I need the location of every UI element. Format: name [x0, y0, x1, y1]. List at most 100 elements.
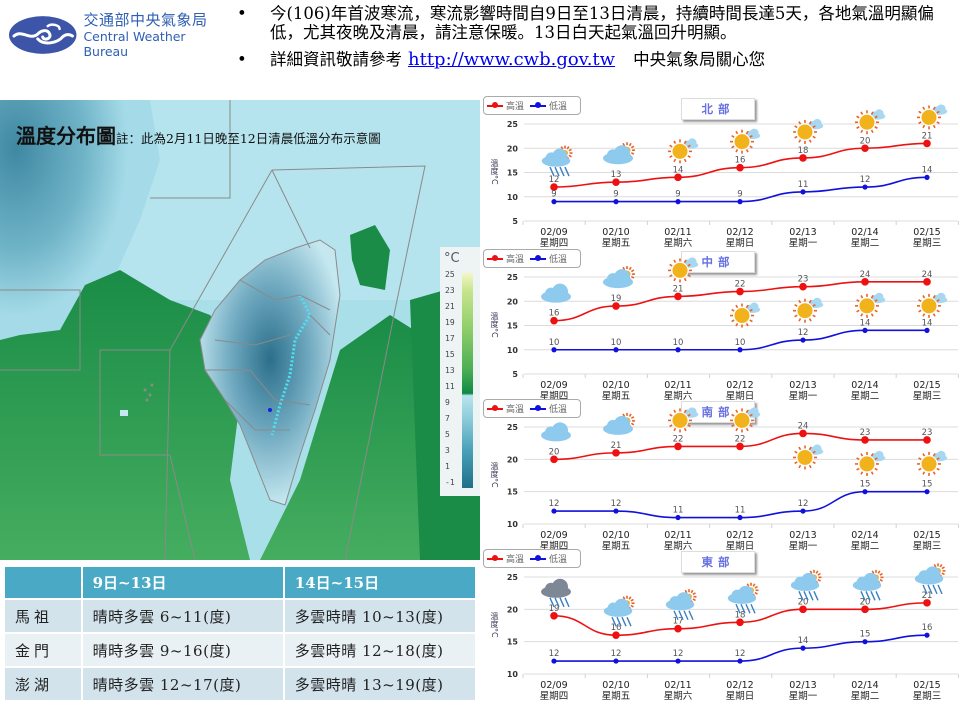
cwb-website-link[interactable]: http://www.cwb.gov.tw	[408, 49, 616, 70]
legend-label: 7	[445, 414, 450, 423]
low-temp-point[interactable]	[613, 658, 619, 664]
high-temp-point[interactable]	[550, 612, 558, 620]
legend-color-ramp	[462, 273, 473, 488]
data-label: 10	[549, 338, 560, 348]
cloudy-partly-sunny-weather-icon	[603, 266, 635, 289]
low-temp-point[interactable]	[737, 658, 743, 664]
high-temp-point[interactable]	[674, 292, 682, 301]
legend-item-low[interactable]: 低溫	[530, 252, 567, 265]
legend-item-high[interactable]: 高溫	[487, 99, 524, 112]
high-temp-point[interactable]	[736, 618, 744, 627]
y-tick-label: 10	[507, 670, 519, 679]
low-temp-point[interactable]	[800, 189, 806, 195]
low-temp-point[interactable]	[737, 347, 743, 353]
low-temp-point[interactable]	[862, 639, 868, 645]
high-temp-point[interactable]	[612, 631, 620, 639]
high-temp-point[interactable]	[550, 183, 558, 191]
low-temp-point[interactable]	[551, 508, 557, 514]
high-temp-point[interactable]	[612, 302, 620, 310]
x-tick-date: 02/14	[851, 680, 878, 691]
cwb-logo[interactable]: 交通部中央氣象局 Central Weather Bureau	[8, 11, 233, 59]
data-label: 21	[611, 441, 622, 451]
data-label: 23	[860, 428, 871, 438]
data-label: 15	[860, 480, 871, 490]
x-tick-weekday: 星期六	[664, 540, 693, 550]
x-tick-date: 02/11	[664, 380, 691, 391]
high-temp-point[interactable]	[799, 605, 807, 614]
legend-item-low[interactable]: 低溫	[530, 99, 567, 112]
regional-forecast-charts: 高溫 低溫 北部 溫度°C 25 20 15 10 5 02/09 星期四 02/10 星期五 02/11…	[480, 95, 960, 720]
table-cell-period1: 晴時多雲 6~11(度)	[80, 598, 285, 634]
high-temp-point[interactable]	[799, 429, 807, 438]
high-temp-point[interactable]	[550, 316, 558, 325]
legend-label-high: 高溫	[506, 555, 525, 565]
low-temp-point[interactable]	[675, 347, 681, 353]
high-temp-point[interactable]	[861, 278, 869, 286]
high-temp-point[interactable]	[923, 278, 931, 286]
map-note: 註：此為2月11日晚至12日清晨低溫分布示意圖	[116, 131, 381, 146]
x-tick-weekday: 星期五	[602, 391, 631, 400]
low-temp-point[interactable]	[924, 632, 930, 638]
legend-label-high: 高溫	[506, 255, 525, 265]
high-temp-point[interactable]	[799, 154, 807, 162]
legend-item-high[interactable]: 高溫	[487, 552, 524, 565]
low-temp-point[interactable]	[551, 199, 557, 205]
low-temp-point[interactable]	[613, 508, 619, 514]
low-temp-point[interactable]	[924, 174, 930, 180]
temperature-color-legend: °C 25 23 21 19 17 15 13 11 9 7 5 3 1 -1	[440, 247, 480, 496]
low-temp-point[interactable]	[800, 337, 806, 343]
table-cell-location: 澎湖	[3, 666, 83, 702]
x-tick-date: 02/10	[602, 227, 629, 238]
low-temp-point[interactable]	[737, 514, 743, 521]
low-temp-point[interactable]	[613, 347, 619, 353]
high-temp-point[interactable]	[861, 605, 869, 614]
high-temp-point[interactable]	[674, 173, 682, 182]
x-tick-date: 02/15	[913, 680, 940, 691]
low-temp-point[interactable]	[862, 327, 868, 333]
low-temp-point[interactable]	[800, 508, 806, 514]
data-label: 12	[735, 649, 746, 659]
high-temp-point[interactable]	[736, 442, 744, 451]
legend-item-low[interactable]: 低溫	[530, 402, 567, 415]
high-temp-point[interactable]	[861, 144, 869, 153]
low-temp-point[interactable]	[924, 327, 930, 333]
low-temp-point[interactable]	[551, 347, 557, 353]
low-temp-point[interactable]	[675, 514, 681, 521]
high-temp-point[interactable]	[923, 436, 931, 444]
high-temp-point[interactable]	[736, 287, 744, 296]
data-label: 12	[549, 175, 560, 185]
low-temp-point[interactable]	[862, 489, 868, 495]
data-label: 22	[673, 434, 684, 444]
x-tick-date: 02/12	[726, 530, 753, 541]
low-temp-point[interactable]	[675, 658, 681, 664]
x-tick-weekday: 星期二	[851, 391, 880, 400]
high-temp-point[interactable]	[799, 282, 807, 291]
high-temp-point[interactable]	[612, 178, 620, 186]
low-temp-point[interactable]	[675, 199, 681, 205]
low-temp-point[interactable]	[737, 199, 743, 205]
high-temp-point[interactable]	[923, 139, 931, 148]
sunny-cloud-weather-icon	[855, 292, 886, 318]
legend-item-low[interactable]: 低溫	[530, 552, 567, 565]
low-temp-point[interactable]	[551, 658, 557, 664]
data-label: 10	[673, 338, 684, 348]
low-temp-point[interactable]	[924, 489, 930, 495]
low-temp-point[interactable]	[613, 199, 619, 205]
low-temp-point[interactable]	[800, 645, 806, 651]
low-temp-point[interactable]	[862, 184, 868, 190]
legend-item-high[interactable]: 高溫	[487, 252, 524, 265]
high-temp-point[interactable]	[861, 436, 869, 444]
high-temp-point[interactable]	[674, 442, 682, 451]
high-temp-point[interactable]	[674, 624, 682, 633]
legend-item-high[interactable]: 高溫	[487, 402, 524, 415]
high-temp-point[interactable]	[923, 599, 931, 607]
data-label: 22	[735, 280, 746, 290]
x-tick-date: 02/11	[664, 680, 691, 691]
high-temp-point[interactable]	[736, 163, 744, 172]
x-tick-weekday: 星期四	[540, 691, 569, 700]
legend-label: 13	[445, 366, 455, 375]
high-temp-point[interactable]	[612, 449, 620, 457]
x-tick-weekday: 星期日	[726, 541, 755, 550]
y-tick-label: 15	[507, 322, 519, 331]
high-temp-point[interactable]	[550, 455, 558, 464]
